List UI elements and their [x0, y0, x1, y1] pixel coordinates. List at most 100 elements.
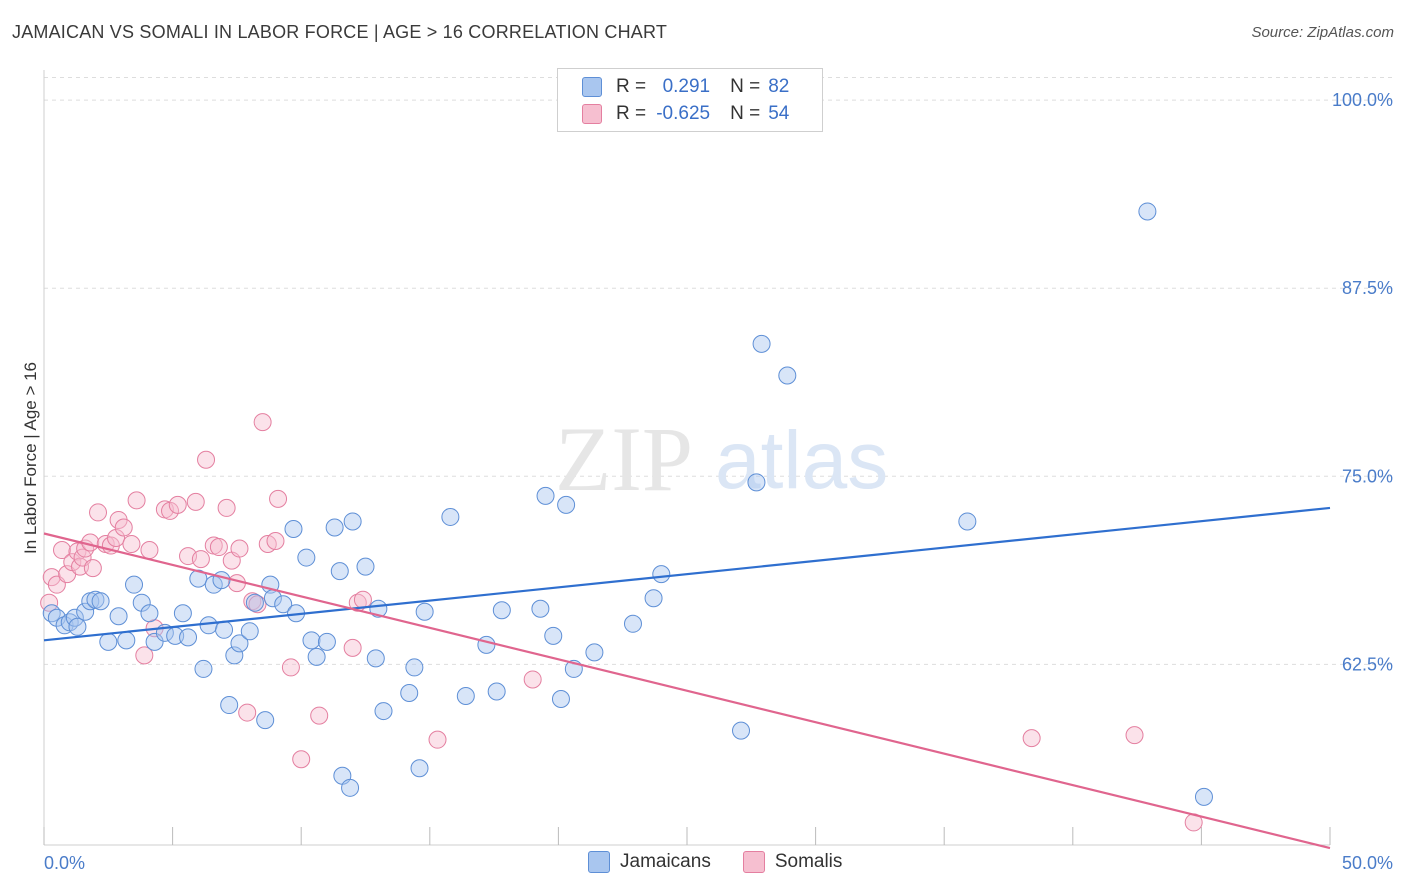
jamaican-point [330, 562, 349, 581]
somali-point [310, 706, 329, 725]
jamaican-point [366, 649, 385, 668]
jamaican-point [317, 632, 336, 651]
bottom-legend-label: Somalis [774, 851, 843, 872]
jamaican-point [125, 575, 144, 594]
jamaican-point [551, 690, 570, 709]
jamaican-point [405, 658, 424, 677]
jamaican-point [585, 643, 604, 662]
somali-point [428, 730, 447, 749]
y-tick-label: 100.0% [1332, 90, 1393, 110]
jamaican-point [778, 366, 797, 385]
jamaican-point [1194, 787, 1213, 806]
jamaican-point [652, 565, 671, 584]
jamaican-point [400, 684, 419, 703]
jamaican-point [341, 778, 360, 797]
jamaican-point [307, 647, 326, 666]
somali-point [53, 541, 72, 560]
somali-point [269, 489, 288, 508]
legend-row-jamaicans: R = 0.291 N = 82 [582, 74, 789, 100]
grid-lines [44, 77, 1394, 665]
jamaican-point [958, 512, 977, 531]
jamaican-point [76, 602, 95, 621]
somali-point [197, 450, 216, 469]
jamaican-point [230, 634, 249, 653]
somali-point [253, 413, 272, 432]
somali-point [238, 703, 257, 722]
somali-point [114, 518, 133, 537]
jamaican-point [752, 334, 771, 353]
jamaican-point [297, 548, 316, 567]
somali-point [127, 491, 146, 510]
jamaican-point [179, 628, 198, 647]
bottom-legend-swatch-jamaicans [588, 851, 610, 873]
jamaican-point [1138, 202, 1157, 221]
somali-point [353, 590, 372, 609]
bottom-legend-label: Jamaicans [620, 851, 711, 872]
jamaican-point [415, 602, 434, 621]
jamaican-point [109, 607, 128, 626]
somali-point [209, 538, 228, 557]
somali-point [281, 658, 300, 677]
jamaican-point [225, 646, 244, 665]
jamaican-point [99, 632, 118, 651]
y-axis-label: In Labor Force | Age > 16 [21, 362, 40, 554]
somali-point [168, 495, 187, 514]
jamaican-point [240, 622, 259, 641]
legend-n-value: 54 [768, 103, 790, 124]
legend-swatch-somalis [582, 104, 602, 124]
jamaican-point [536, 486, 555, 505]
legend-n-value: 82 [768, 76, 790, 97]
jamaican-point [623, 614, 642, 633]
legend-r-value: -0.625 [656, 103, 711, 124]
somali-point [122, 535, 141, 554]
watermark-zip: ZIP [555, 408, 693, 510]
jamaican-point [145, 632, 164, 651]
somali-point [343, 638, 362, 657]
somali-point [191, 550, 210, 569]
jamaican-point [215, 620, 234, 639]
legend-r-value: 0.291 [662, 76, 711, 97]
jamaican-point [747, 473, 766, 492]
jamaican-point [456, 687, 475, 706]
trend-lines [43, 506, 1331, 850]
jamaican-point [199, 616, 218, 635]
somali-point [292, 750, 311, 769]
jamaican-point [343, 512, 362, 531]
legend-n-label: N = [730, 76, 761, 97]
y-tick-label: 75.0% [1342, 466, 1393, 486]
x-tick-label: 0.0% [44, 853, 85, 873]
legend-n-label: N = [730, 103, 761, 124]
jamaican-point [544, 626, 563, 645]
somali-points [40, 413, 1203, 832]
chart-title: JAMAICAN VS SOMALI IN LABOR FORCE | AGE … [12, 22, 668, 42]
jamaican-point [284, 519, 303, 538]
somali-point [523, 670, 542, 689]
jamaican-point [374, 702, 393, 721]
jamaican-point [256, 711, 275, 730]
legend-r-label: R = [616, 76, 647, 97]
jamaican-point [132, 593, 151, 612]
somali-point [230, 539, 249, 558]
jamaican-point [245, 593, 264, 612]
somali-point [40, 593, 59, 612]
bottom-legend: Jamaicans Somalis [588, 851, 874, 873]
jamaican-point [492, 601, 511, 620]
y-tick-label: 62.5% [1342, 654, 1393, 674]
watermark-atlas: atlas [715, 415, 888, 506]
legend-swatch-jamaicans [582, 77, 602, 97]
jamaican-point [487, 682, 506, 701]
jamaican-point [557, 495, 576, 514]
somali-point [83, 559, 102, 578]
somali-point [1022, 729, 1041, 748]
somali-point [266, 532, 285, 551]
legend-row-somalis: R = -0.625 N = 54 [582, 101, 789, 127]
jamaican-point [644, 589, 663, 608]
jamaican-point [477, 635, 496, 654]
jamaican-point [410, 759, 429, 778]
tick-labels: 62.5% 75.0% 87.5% 100.0% 0.0% 50.0% [44, 90, 1393, 873]
jamaican-trend-line [43, 506, 1331, 642]
bottom-legend-swatch-somalis [742, 851, 765, 873]
jamaican-point [220, 696, 239, 715]
y-tick-label: 87.5% [1342, 278, 1393, 298]
